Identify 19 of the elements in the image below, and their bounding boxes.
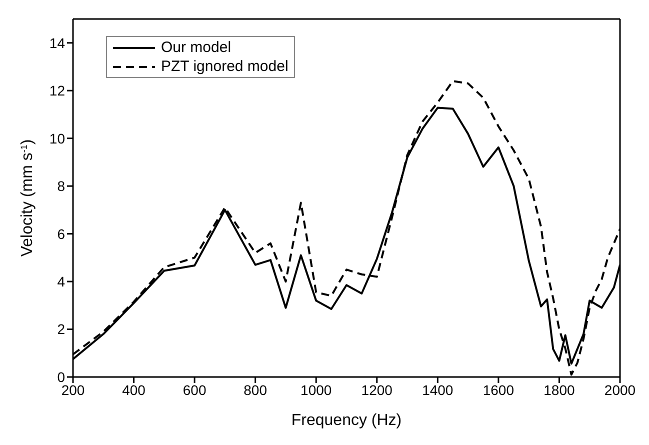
x-tick-label: 1800	[544, 382, 576, 398]
x-tick-label: 1200	[361, 382, 393, 398]
x-tick-label: 400	[122, 382, 146, 398]
y-tick-label: 14	[49, 34, 66, 51]
x-tick-label: 800	[244, 382, 268, 398]
y-tick-label: 8	[57, 178, 66, 194]
x-tick-label: 1600	[482, 382, 514, 398]
x-tick-label: 1400	[422, 382, 454, 398]
y-tick-label: 10	[49, 130, 66, 146]
x-tick-label: 1000	[300, 382, 332, 398]
legend-label: Our model	[161, 38, 232, 57]
legend-label: PZT ignored model	[161, 57, 288, 76]
y-tick-label: 6	[57, 226, 66, 242]
y-tick-label: 12	[49, 82, 66, 99]
y-tick-label: 4	[57, 274, 66, 290]
y-tick-label: 2	[57, 321, 66, 338]
x-tick-label: 2000	[604, 382, 636, 398]
x-tick-label: 600	[182, 382, 206, 398]
x-axis-title: Frequency (Hz)	[291, 412, 402, 429]
